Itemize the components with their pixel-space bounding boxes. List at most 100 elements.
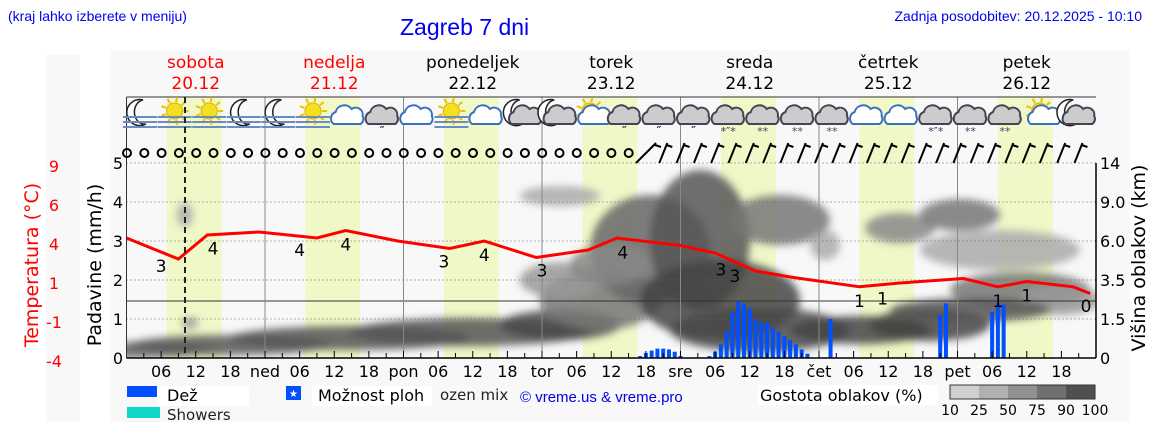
cloud-density-level: 25 — [970, 403, 988, 419]
rain-bar — [788, 340, 793, 358]
wind-calm-icon — [537, 148, 548, 158]
cloud-density-swatch — [1008, 385, 1037, 399]
x-tick-label: 18 — [913, 362, 933, 381]
legend-possible-bg — [312, 386, 432, 406]
credit-link[interactable]: © vreme.us & vreme.pro — [520, 389, 683, 406]
wind-barb-icon — [831, 142, 846, 164]
x-tick-label: 12 — [324, 362, 344, 381]
temperature-data-label: 1 — [854, 292, 865, 312]
rain-bar — [736, 301, 741, 358]
rain-bar — [782, 336, 787, 358]
x-tick-label: 18 — [774, 362, 794, 381]
wind-barb-icon — [675, 142, 690, 164]
wind-barb-icon — [917, 142, 933, 164]
location-hint-link[interactable]: (kraj lahko izberete v meniju) — [8, 8, 187, 24]
temperature-data-label: 3 — [537, 262, 548, 282]
cloud-density-blob — [520, 186, 600, 206]
wind-calm-icon — [519, 148, 530, 158]
day-name: ponedeljek — [426, 53, 520, 73]
svg-text:″: ″ — [380, 124, 385, 137]
day-name: sobota — [167, 53, 225, 73]
daylight-band — [305, 97, 361, 358]
cloud-snow-icon: ** — [814, 104, 849, 138]
wind-calm-icon — [122, 148, 132, 158]
x-tick-label: sre — [668, 362, 692, 381]
wind-row — [122, 142, 1088, 164]
rain-bar — [666, 349, 671, 358]
temperature-data-label: 4 — [479, 246, 490, 266]
wind-barb-icon — [969, 142, 985, 164]
cloud-drizzle-icon: ″ — [641, 104, 676, 137]
x-tick-label: 06 — [151, 362, 171, 381]
cloud-icon — [883, 104, 918, 125]
cloud-density-blob — [177, 203, 193, 227]
x-tick-label: 06 — [566, 362, 586, 381]
wind-barb-icon — [987, 142, 1002, 164]
wind-barb-icon — [848, 142, 863, 164]
moon-cloud-icon — [537, 98, 577, 127]
wind-calm-icon — [225, 148, 236, 158]
cloud-snow-icon: ** — [779, 104, 815, 138]
rain-bar — [672, 351, 677, 358]
cloud-snow-icon: ** — [987, 104, 1022, 138]
cloud-density-frame — [949, 384, 1096, 400]
rain-bar — [1001, 304, 1006, 358]
cloud-snow-icon: ** — [952, 104, 988, 138]
cloud-height-tick-label: 6.0 — [1100, 232, 1125, 251]
sun-cloud-icon — [1026, 97, 1062, 125]
temperature-data-label: 3 — [729, 267, 740, 287]
rain-bar — [995, 303, 1000, 358]
temperature-data-label: 4 — [340, 236, 351, 256]
wind-calm-icon — [277, 148, 288, 158]
wind-calm-icon — [173, 148, 184, 158]
temperature-data-label: 0 — [1081, 297, 1092, 317]
rain-bar — [770, 327, 775, 358]
wind-calm-icon — [191, 148, 202, 158]
svg-text:″: ″ — [657, 124, 662, 137]
sun-cloud-icon — [576, 97, 612, 125]
wind-calm-icon — [485, 148, 496, 158]
cloud-icon — [399, 104, 434, 125]
wind-barb-icon — [883, 142, 898, 164]
temperature-data-label: 1 — [992, 292, 1003, 312]
svg-text:**: ** — [757, 125, 769, 138]
cloud-density-level: 90 — [1057, 403, 1075, 419]
x-tick-label: ned — [250, 362, 280, 381]
day-date: 22.12 — [448, 74, 497, 94]
x-tick-label: 06 — [982, 362, 1002, 381]
cloud-density-blob — [865, 213, 935, 243]
x-tick-label: 18 — [497, 362, 517, 381]
page-title: Zagreb 7 dni — [400, 14, 530, 40]
svg-text:″: ″ — [691, 124, 696, 137]
cloud-snow-icon: ** — [745, 104, 780, 138]
day-date: 26.12 — [1002, 74, 1051, 94]
rain-bar — [765, 322, 770, 358]
cloud-drizzle-icon: ″ — [364, 104, 399, 137]
wind-calm-icon — [433, 148, 444, 158]
legend-possible-showers-label: Možnost ploh — [318, 386, 424, 405]
wind-calm-icon — [381, 148, 392, 158]
legend-possible-showers-swatch — [286, 386, 301, 400]
temperature-data-label: 1 — [1021, 287, 1032, 307]
cloud-density-blob — [920, 230, 1080, 270]
wind-barb-icon — [727, 142, 742, 164]
precipitation-tick-label: 3 — [113, 232, 123, 251]
precipitation-tick-label: 1 — [113, 310, 123, 329]
svg-text:**: ** — [827, 125, 839, 138]
cloud-density-blob — [890, 298, 1050, 322]
temperature-data-label: 3 — [715, 261, 726, 281]
cloud-height-axis-label: Višina oblakov (km) — [1128, 165, 1150, 352]
x-tick-label: 12 — [1017, 362, 1037, 381]
rain-bar — [655, 348, 660, 358]
wind-calm-icon — [623, 148, 634, 158]
cloud-density-swatch — [1037, 385, 1066, 399]
rain-bar — [724, 330, 729, 358]
cloud-height-tick-label: 0 — [1100, 349, 1110, 368]
day-name: petek — [1003, 53, 1051, 73]
day-name: nedelja — [303, 53, 365, 73]
rain-bar — [938, 315, 943, 358]
cloud-density-blob — [570, 245, 650, 285]
wind-calm-icon — [260, 148, 271, 158]
